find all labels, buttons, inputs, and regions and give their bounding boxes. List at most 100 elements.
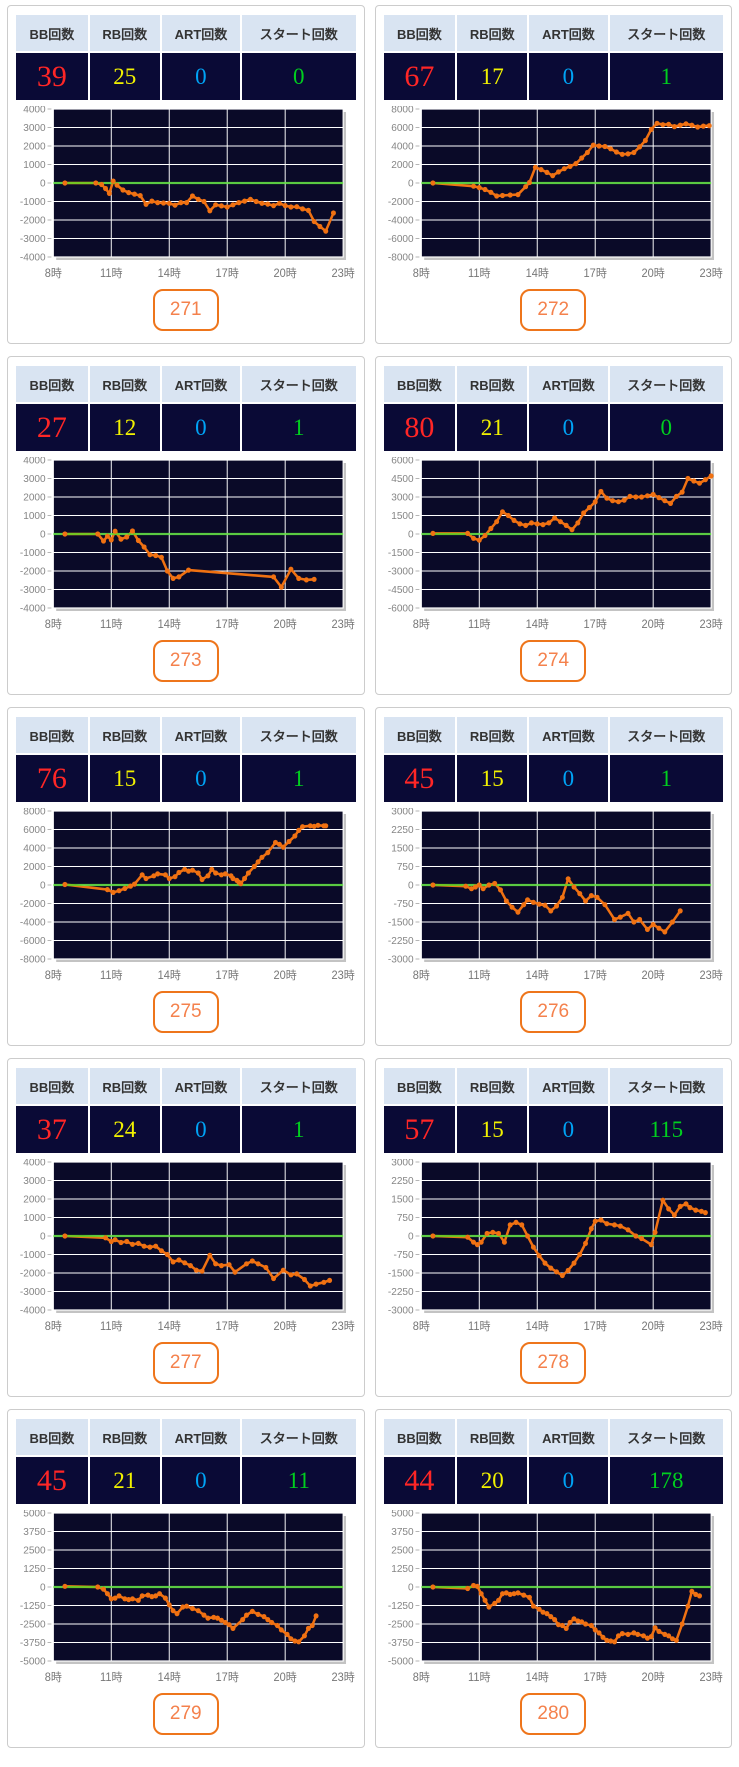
svg-text:-4000: -4000: [20, 603, 46, 614]
svg-text:11時: 11時: [100, 618, 122, 631]
art-count: 0: [161, 755, 241, 802]
col-header-art: ART回数: [161, 1068, 241, 1104]
svg-text:2250: 2250: [391, 1176, 414, 1187]
col-header-bb: BB回数: [383, 15, 456, 51]
col-header-bb: BB回数: [16, 1068, 88, 1104]
svg-text:-2000: -2000: [20, 215, 46, 226]
svg-text:3000: 3000: [391, 808, 414, 818]
machine-panel: BB回数 RB回数 ART回数 スタート回数 39 25 0 0 4000 300…: [7, 5, 365, 344]
svg-text:14時: 14時: [158, 969, 181, 982]
machine-number-badge[interactable]: 275: [152, 991, 219, 1033]
machine-number-badge[interactable]: 279: [152, 1693, 219, 1735]
svg-text:0: 0: [408, 1582, 414, 1593]
machine-panel: BB回数 RB回数 ART回数 スタート回数 67 17 0 1 8000 600…: [374, 5, 732, 344]
machine-number-badge[interactable]: 276: [520, 991, 587, 1033]
svg-text:8時: 8時: [412, 618, 429, 631]
svg-text:4000: 4000: [23, 1159, 46, 1169]
col-header-bb: BB回数: [16, 15, 88, 51]
col-header-start: スタート回数: [609, 366, 723, 402]
art-count: 0: [529, 53, 608, 100]
svg-text:1250: 1250: [391, 1564, 414, 1575]
svg-text:11時: 11時: [468, 1671, 490, 1684]
svg-text:2000: 2000: [23, 492, 46, 503]
svg-text:-3000: -3000: [387, 954, 413, 965]
svg-text:8時: 8時: [412, 1671, 429, 1684]
machine-number-badge[interactable]: 272: [520, 289, 587, 331]
svg-text:-4000: -4000: [20, 917, 46, 928]
start-count: 0: [242, 53, 356, 100]
svg-text:0: 0: [408, 880, 414, 891]
machine-number-badge[interactable]: 271: [152, 289, 219, 331]
svg-text:0: 0: [40, 178, 46, 189]
col-header-bb: BB回数: [383, 1068, 456, 1104]
svg-text:17時: 17時: [216, 267, 239, 280]
badge-row: 276: [381, 991, 727, 1033]
svg-text:20時: 20時: [641, 1320, 664, 1333]
svg-text:-750: -750: [393, 1250, 413, 1261]
rb-count: 12: [89, 404, 160, 451]
machine-number-badge[interactable]: 273: [152, 640, 219, 682]
svg-text:23時: 23時: [331, 1671, 354, 1684]
svg-text:-2250: -2250: [387, 1287, 413, 1298]
col-header-start: スタート回数: [242, 15, 356, 51]
stats-table: BB回数 RB回数 ART回数 スタート回数 45 15 0 1: [383, 717, 723, 802]
machine-number-badge[interactable]: 280: [520, 1693, 587, 1735]
art-count: 0: [529, 404, 608, 451]
svg-text:2000: 2000: [391, 160, 414, 171]
svg-text:0: 0: [40, 1231, 46, 1242]
slump-chart: 5000 3750 2500 1250 0 -1250 -2500 -3750 -5000 8時 1…: [381, 1510, 727, 1688]
svg-text:11時: 11時: [100, 1320, 122, 1333]
svg-text:2500: 2500: [23, 1545, 46, 1556]
svg-text:23時: 23時: [331, 267, 354, 280]
svg-text:17時: 17時: [216, 969, 239, 982]
svg-text:-1500: -1500: [387, 548, 413, 559]
svg-text:14時: 14時: [158, 267, 181, 280]
svg-text:20時: 20時: [274, 1320, 297, 1333]
svg-text:5000: 5000: [23, 1510, 46, 1520]
svg-text:1500: 1500: [391, 1194, 414, 1205]
rb-count: 24: [89, 1106, 160, 1153]
svg-text:-2000: -2000: [20, 566, 46, 577]
start-count: 1: [242, 404, 356, 451]
svg-text:4000: 4000: [23, 106, 46, 116]
machine-panel: BB回数 RB回数 ART回数 スタート回数 80 21 0 0 6000 450…: [374, 356, 732, 695]
svg-text:750: 750: [396, 1213, 413, 1224]
svg-text:23時: 23時: [331, 969, 354, 982]
col-header-start: スタート回数: [609, 1068, 723, 1104]
svg-text:17時: 17時: [216, 1671, 239, 1684]
bb-count: 37: [16, 1106, 88, 1153]
svg-text:1500: 1500: [391, 511, 414, 522]
badge-row: 274: [381, 640, 727, 682]
svg-text:23時: 23時: [331, 1320, 354, 1333]
svg-text:0: 0: [408, 529, 414, 540]
col-header-rb: RB回数: [89, 1068, 160, 1104]
svg-text:8時: 8時: [412, 1320, 429, 1333]
col-header-art: ART回数: [529, 366, 608, 402]
svg-text:5000: 5000: [391, 1510, 414, 1520]
col-header-bb: BB回数: [16, 717, 88, 753]
svg-text:17時: 17時: [583, 1320, 606, 1333]
col-header-rb: RB回数: [457, 1419, 528, 1455]
bb-count: 76: [16, 755, 88, 802]
badge-row: 273: [13, 640, 359, 682]
svg-text:8時: 8時: [45, 267, 62, 280]
machine-panel: BB回数 RB回数 ART回数 スタート回数 57 15 0 115 3000 2…: [374, 1058, 732, 1397]
art-count: 0: [529, 1106, 608, 1153]
svg-text:-5000: -5000: [387, 1656, 413, 1667]
col-header-rb: RB回数: [457, 1068, 528, 1104]
badge-row: 280: [381, 1693, 727, 1735]
start-count: 0: [609, 404, 723, 451]
machine-number-badge[interactable]: 274: [520, 640, 587, 682]
svg-text:14時: 14時: [525, 1671, 548, 1684]
stats-table: BB回数 RB回数 ART回数 スタート回数 57 15 0 115: [383, 1068, 723, 1153]
machine-number-badge[interactable]: 277: [152, 1342, 219, 1384]
svg-text:-3750: -3750: [387, 1638, 413, 1649]
bb-count: 45: [383, 755, 456, 802]
svg-text:0: 0: [408, 178, 414, 189]
stats-table: BB回数 RB回数 ART回数 スタート回数 76 15 0 1: [16, 717, 356, 802]
col-header-rb: RB回数: [457, 366, 528, 402]
machine-panel: BB回数 RB回数 ART回数 スタート回数 27 12 0 1 4000 300…: [7, 356, 365, 695]
svg-text:14時: 14時: [158, 1320, 181, 1333]
machine-number-badge[interactable]: 278: [520, 1342, 587, 1384]
